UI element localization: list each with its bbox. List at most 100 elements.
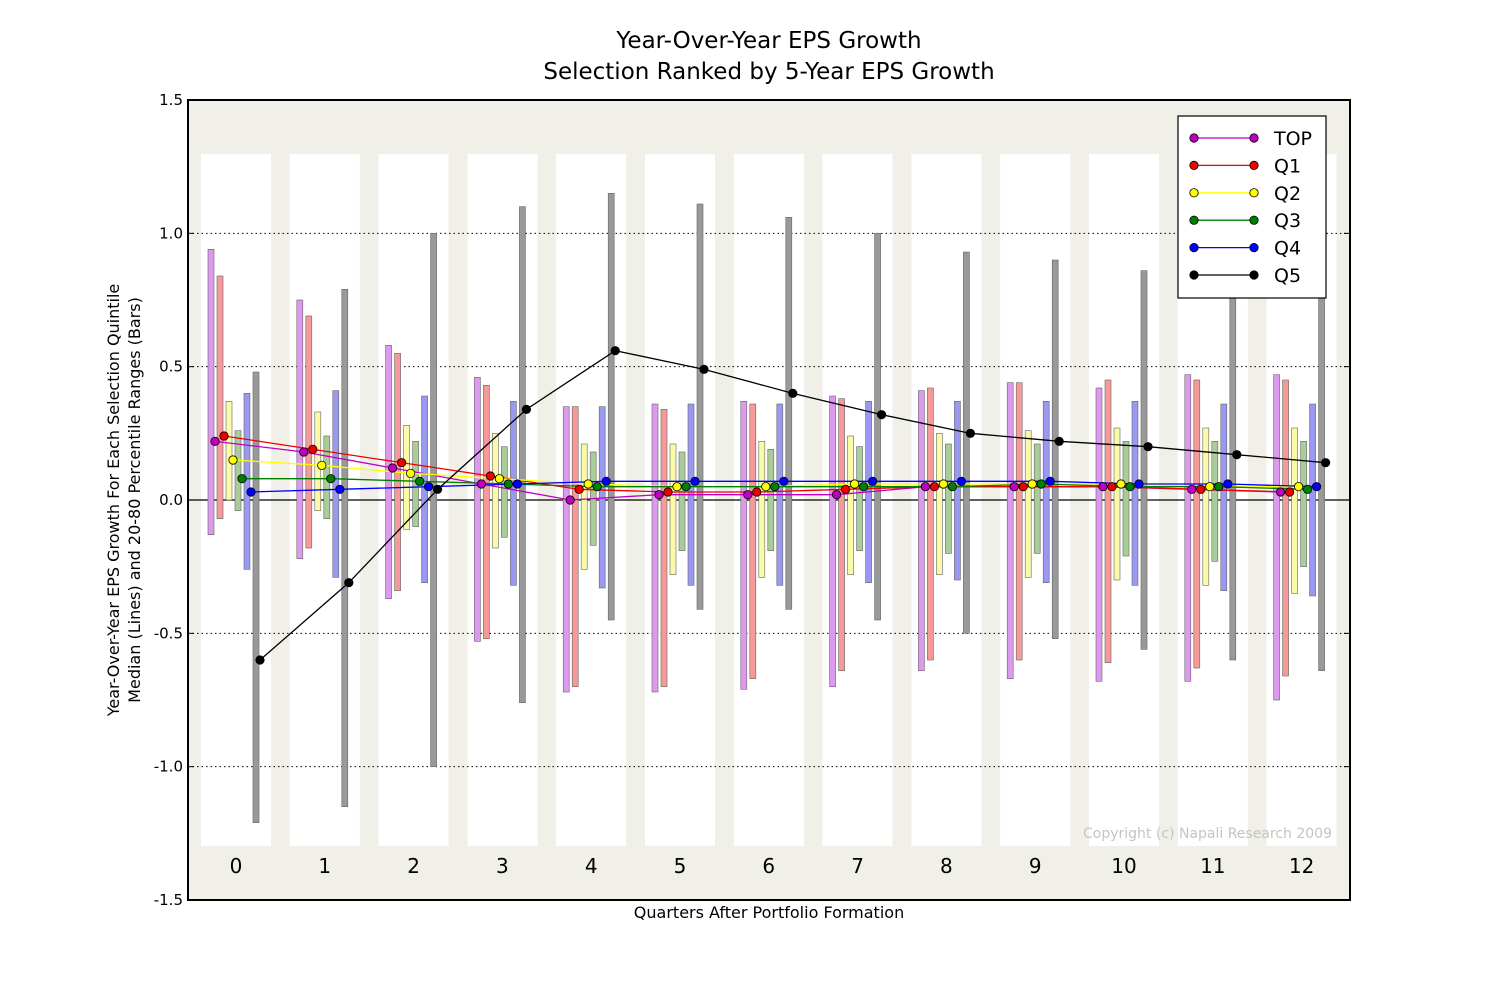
percentile-bar-q2 (225, 401, 233, 501)
median-point-q2 (761, 482, 771, 492)
median-point-q1 (396, 458, 407, 468)
percentile-bar-q3 (1033, 443, 1041, 554)
median-point-top (1276, 487, 1286, 497)
median-point-top (831, 490, 842, 500)
median-point-q2 (938, 479, 949, 489)
median-point-q1 (1285, 487, 1295, 497)
chart-title: Year-Over-Year EPS Growth (615, 28, 921, 54)
percentile-bar-q4 (332, 390, 340, 578)
x-axis-tick-labels: 0 1 2 3 4 5 6 7 8 9 10 11 12 (230, 854, 1315, 878)
legend-marker (1249, 188, 1259, 198)
percentile-bar-q3 (1300, 441, 1307, 567)
median-point-q1 (1018, 482, 1028, 492)
median-point-q5 (432, 484, 443, 494)
median-point-q4 (1134, 479, 1144, 489)
median-point-q5 (610, 346, 620, 356)
median-point-q1 (663, 487, 673, 497)
percentile-bar-q3 (856, 446, 863, 551)
median-point-q2 (1027, 479, 1037, 489)
median-point-top (210, 436, 220, 446)
median-point-q5 (1232, 450, 1242, 460)
x-tick-label: 10 (1111, 854, 1136, 878)
median-point-q2 (228, 455, 238, 465)
x-tick-label: 9 (1029, 854, 1042, 878)
median-point-q4 (1312, 482, 1322, 492)
median-point-q2 (405, 468, 416, 478)
x-tick-label: 3 (496, 854, 509, 878)
median-point-q5 (1054, 436, 1064, 446)
percentile-bar-q3 (945, 443, 952, 554)
median-point-q5 (1321, 458, 1331, 468)
median-point-q3 (326, 474, 336, 484)
median-point-q5 (1143, 442, 1153, 452)
legend-marker (1189, 215, 1199, 225)
percentile-bar-q5 (696, 203, 704, 610)
median-point-q5 (699, 364, 709, 374)
percentile-bar-top (1273, 374, 1280, 701)
percentile-bar-q2 (580, 443, 588, 570)
median-point-q1 (752, 487, 762, 497)
legend-box (1177, 115, 1327, 299)
legend-label-q3: Q3 (1274, 210, 1301, 232)
y-axis-label-line2: Median (Lines) and 20-80 Percentile Rang… (125, 297, 144, 703)
median-point-q4 (779, 476, 789, 486)
y-axis-ticks: 1.5 1.0 0.5 0.0 -0.5 -1.0 -1.5 (154, 91, 1350, 909)
percentile-bar-q5 (963, 251, 970, 634)
y-tick-label: 0.5 (159, 358, 183, 376)
median-point-q2 (583, 479, 593, 489)
percentile-bar-q1 (305, 315, 313, 549)
legend-label-q5: Q5 (1274, 265, 1301, 287)
percentile-bar-q1 (1104, 379, 1112, 663)
percentile-bar-q2 (1291, 427, 1298, 594)
x-tick-label: 7 (851, 854, 864, 878)
median-point-top (299, 447, 309, 457)
legend-label-q2: Q2 (1274, 183, 1301, 205)
chart-subtitle: Selection Ranked by 5-Year EPS Growth (543, 59, 994, 85)
median-lines (210, 346, 1331, 665)
percentile-bar-top (651, 403, 659, 693)
legend-marker (1189, 270, 1199, 280)
percentile-bar-top (918, 390, 925, 671)
median-point-q1 (574, 484, 584, 494)
x-tick-label: 12 (1289, 854, 1314, 878)
median-point-q3 (237, 474, 247, 484)
percentile-bar-q5 (607, 193, 615, 621)
legend-marker (1249, 133, 1259, 143)
x-tick-label: 4 (585, 854, 598, 878)
percentile-bar-q2 (1113, 427, 1121, 581)
median-point-q4 (335, 484, 345, 494)
median-point-q2 (849, 479, 860, 489)
percentile-bar-q1 (660, 409, 668, 687)
median-point-top (387, 463, 398, 473)
legend-label-top: TOP (1273, 128, 1312, 150)
percentile-bar-q1 (216, 275, 224, 519)
median-point-top (476, 479, 486, 489)
percentile-bar-q1 (483, 385, 490, 639)
percentile-bar-top (207, 249, 215, 535)
median-point-q5 (965, 428, 976, 438)
median-point-q1 (929, 482, 940, 492)
percentile-bar-q1 (749, 403, 757, 679)
percentile-bar-top (1095, 387, 1103, 682)
median-point-q5 (876, 410, 887, 420)
legend-marker (1189, 243, 1199, 253)
median-point-top (654, 490, 664, 500)
legend-marker (1189, 188, 1199, 198)
median-point-q5 (521, 404, 532, 414)
median-point-q3 (592, 482, 602, 492)
y-tick-label: -1.0 (154, 758, 183, 776)
median-point-q5 (344, 578, 354, 588)
x-tick-label: 1 (318, 854, 331, 878)
x-axis-label: Quarters After Portfolio Formation (634, 903, 904, 922)
y-tick-label: 0.0 (159, 491, 183, 509)
percentile-bar-q3 (501, 446, 508, 538)
legend-label-q1: Q1 (1274, 155, 1301, 177)
percentile-bar-top (829, 395, 836, 687)
median-point-q1 (1107, 482, 1117, 492)
percentile-bar-q4 (954, 401, 961, 581)
x-tick-label: 0 (230, 854, 243, 878)
percentile-bar-q4 (1309, 403, 1316, 597)
percentile-bar-q3 (1211, 441, 1219, 562)
percentile-bar-q3 (234, 430, 242, 511)
